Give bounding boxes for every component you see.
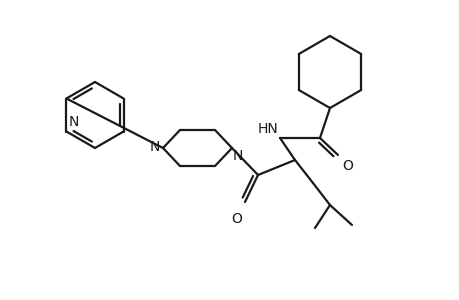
Text: N: N: [68, 115, 78, 128]
Text: N: N: [233, 149, 243, 163]
Text: N: N: [149, 140, 160, 154]
Text: O: O: [231, 212, 242, 226]
Text: O: O: [341, 159, 352, 173]
Text: HN: HN: [257, 122, 277, 136]
